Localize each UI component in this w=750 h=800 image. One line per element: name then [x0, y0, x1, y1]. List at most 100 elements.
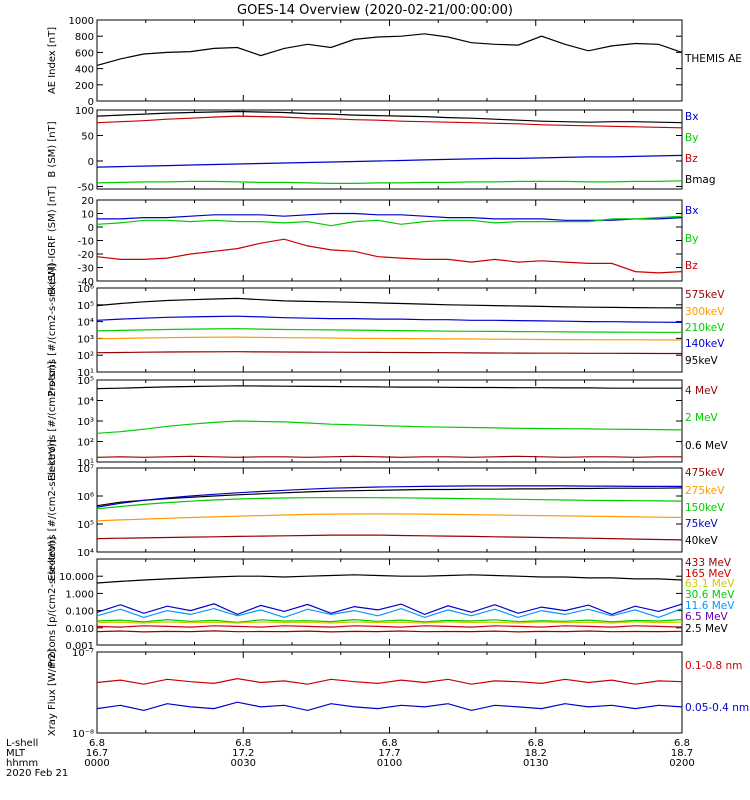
legend-entry: 475keV: [685, 467, 725, 479]
legend-entry: 0.1-0.8 nm: [685, 660, 742, 672]
y-tick-label: 10⁴: [77, 397, 94, 408]
y-tick-label: -10: [78, 237, 94, 248]
y-tick-label: 10²: [77, 438, 94, 449]
legend-entry: 150keV: [685, 502, 725, 514]
y-tick-label: 10⁷: [77, 464, 94, 475]
legend-entry: 75keV: [685, 518, 719, 530]
footer-hhmm-value: 0100: [377, 758, 402, 769]
y-tick-label: -20: [78, 250, 94, 261]
series-line-bz: [96, 238, 683, 274]
legend-entry: Bz: [685, 260, 698, 272]
series-line-30-6-mev: [96, 618, 683, 623]
y-tick-label: 10: [81, 210, 94, 221]
y-tick-label: 10⁶: [77, 284, 94, 295]
y-tick-label: -40: [78, 277, 94, 288]
y-tick-label: 10⁵: [77, 520, 94, 531]
footer-row-label: hhmm: [6, 758, 38, 769]
series-line-bmag: [96, 110, 683, 124]
panel-frame: [96, 379, 683, 463]
y-tick-label: 0: [88, 157, 94, 168]
y-tick-label: 0.100: [65, 607, 94, 618]
y-axis-label: B (SM)-IGRF (SM) [nT]: [47, 186, 58, 295]
legend-entry: Bx: [685, 111, 698, 123]
series-line-150kev: [96, 497, 683, 510]
y-axis-label: AE Index [nT]: [47, 27, 58, 94]
footer-row-label: MLT: [6, 748, 26, 759]
y-tick-label: 20: [81, 196, 94, 207]
y-axis-label: Electrons [#/(cm2-s-sr-keV)]: [47, 439, 58, 581]
y-tick-label: 400: [75, 65, 94, 76]
series-line-575kev: [96, 351, 682, 355]
legend-entry: Bx: [685, 205, 698, 217]
y-tick-label: 10¹: [77, 368, 94, 379]
legend-entry: 4 MeV: [685, 385, 719, 397]
series-line-300kev: [96, 336, 683, 341]
series-line-4-mev: [96, 455, 682, 458]
series-line-433-mev: [96, 630, 683, 633]
legend-entry: 2.5 MeV: [685, 623, 729, 635]
y-tick-label: 1.000: [65, 589, 94, 600]
y-tick-label: 10⁻⁸: [72, 729, 94, 740]
legend-entry: 95keV: [685, 355, 719, 367]
series-line-210kev: [96, 328, 682, 333]
y-tick-label: 50: [81, 131, 94, 142]
legend-entry: 11.6 MeV: [685, 600, 735, 612]
panel-frame: [96, 199, 683, 282]
panel-b: -50 0 50 100 B (SM) [nT] Bx By Bz Bmag: [47, 106, 716, 193]
footer-row-label: L-shell: [6, 738, 38, 749]
y-axis-label: B (SM) [nT]: [47, 121, 58, 177]
y-axis-label: Xray Flux [W/m2]: [47, 649, 58, 736]
footer-mlt-value: 17.2: [232, 748, 254, 759]
legend-entry: 575keV: [685, 289, 725, 301]
y-tick-label: 1000: [69, 16, 94, 27]
series-line-bx: [96, 154, 683, 168]
y-tick-label: 10⁵: [77, 376, 94, 387]
legend-entry: Bz: [685, 153, 698, 165]
footer-lshell-value: 6.8: [382, 738, 398, 749]
footer-lshell-value: 6.8: [528, 738, 544, 749]
footer-mlt-value: 17.7: [378, 748, 400, 759]
legend-entry: By: [685, 132, 698, 144]
series-line-0-05-0-4-nm: [96, 701, 683, 712]
figure-title: GOES-14 Overview (2020-02-21/00:00:00): [237, 3, 513, 18]
footer-mlt-value: 16.7: [86, 748, 108, 759]
y-tick-label: 0: [88, 97, 94, 108]
y-tick-label: 10⁶: [77, 492, 94, 503]
y-tick-label: 10³: [77, 417, 94, 428]
series-line-2-mev: [96, 420, 683, 434]
legend-entry: 6.5 MeV: [685, 611, 729, 623]
y-tick-label: 10³: [77, 334, 94, 345]
legend-entry: 0.6 MeV: [685, 440, 729, 452]
legend-entry: 30.6 MeV: [685, 589, 735, 601]
series-line-themis-ae: [96, 33, 683, 66]
legend-entry: 40keV: [685, 535, 719, 547]
legend-entry: 433 MeV: [685, 557, 732, 569]
footer-mlt-value: 18.7: [671, 748, 693, 759]
panel-protons_mageds: 10¹ 10² 10³ 10⁴ 10⁵ 10⁶ Protons [#/(cm2-s-sr-k…: [47, 264, 725, 397]
series-line-by: [96, 215, 683, 227]
series-line-95kev: [96, 297, 683, 309]
series-line-bz: [96, 115, 683, 129]
panel-electrons_hi: 10¹ 10² 10³ 10⁴ 10⁵ Electrons [#/(cm2-s-sr)] 4…: [47, 361, 729, 481]
series-line-0-6-mev: [96, 385, 682, 390]
footer-lshell-value: 6.8: [235, 738, 251, 749]
y-axis-label: Protons [#/(cm2-s-sr-keV)]: [47, 264, 58, 397]
series-line-63-1-mev: [96, 621, 683, 624]
y-tick-label: -30: [78, 264, 94, 275]
legend-entry: By: [685, 233, 698, 245]
y-tick-label: 100: [75, 106, 94, 117]
footer-row-label: 2020 Feb 21: [6, 768, 68, 779]
y-tick-label: 10¹: [77, 458, 94, 469]
y-tick-label: 800: [75, 32, 94, 43]
y-tick-label: 10⁴: [77, 548, 94, 559]
y-tick-label: -50: [78, 182, 94, 193]
legend-entry: 140keV: [685, 338, 725, 350]
y-tick-label: 10⁴: [77, 318, 94, 329]
series-line-75kev: [96, 485, 682, 508]
y-tick-label: 0.001: [65, 641, 94, 652]
series-line-2-5-mev: [96, 574, 683, 584]
legend-entry: THEMIS AE: [684, 53, 742, 65]
